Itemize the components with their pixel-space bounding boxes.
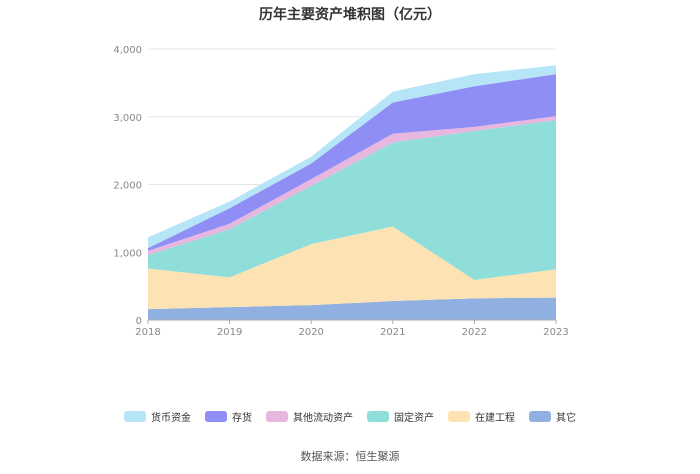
y-tick-label: 1,000 xyxy=(113,248,142,259)
legend-label: 在建工程 xyxy=(475,413,515,424)
y-tick-label: 4,000 xyxy=(113,45,142,56)
chart-title: 历年主要资产堆积图（亿元） xyxy=(259,7,441,23)
y-tick-label: 0 xyxy=(136,316,142,327)
legend-item[interactable]: 在建工程 xyxy=(448,409,515,424)
area-series-其它 xyxy=(148,297,556,320)
legend-label: 货币资金 xyxy=(151,413,191,424)
legend-swatch xyxy=(529,411,551,422)
x-tick-label: 2018 xyxy=(135,327,160,338)
legend-item[interactable]: 存货 xyxy=(205,409,252,424)
x-tick-label: 2020 xyxy=(298,327,323,338)
y-axis: 0 1,000 2,000 3,000 4,000 xyxy=(113,45,142,327)
area-series-固定资产 xyxy=(148,120,556,281)
area-series-其他流动资产 xyxy=(148,116,556,255)
legend-label: 其他流动资产 xyxy=(293,413,353,424)
legend-item[interactable]: 货币资金 xyxy=(124,409,191,424)
area-series xyxy=(148,65,556,320)
legend-swatch xyxy=(367,411,389,422)
legend-item[interactable]: 其他流动资产 xyxy=(266,409,353,424)
x-tick-label: 2022 xyxy=(462,327,487,338)
legend-label: 固定资产 xyxy=(394,413,434,424)
area-series-存货 xyxy=(148,74,556,251)
legend-label: 存货 xyxy=(232,413,252,424)
x-axis: 2018 2019 2020 2021 2022 2023 xyxy=(135,319,569,338)
legend-label: 其它 xyxy=(556,413,576,424)
x-tick-label: 2021 xyxy=(380,327,405,338)
x-tick-label: 2019 xyxy=(217,327,242,338)
legend-swatch xyxy=(205,411,227,422)
legend-swatch xyxy=(266,411,288,422)
x-tick-label: 2023 xyxy=(543,327,568,338)
legend: 货币资金 存货 其他流动资产 固定资产 在建工程 其它 xyxy=(0,409,700,424)
legend-swatch xyxy=(448,411,470,422)
legend-item[interactable]: 其它 xyxy=(529,409,576,424)
legend-swatch xyxy=(124,411,146,422)
y-tick-label: 3,000 xyxy=(113,113,142,124)
data-source: 数据来源：恒生聚源 xyxy=(300,450,400,463)
area-series-在建工程 xyxy=(148,226,556,310)
y-tick-label: 2,000 xyxy=(113,181,142,192)
legend-item[interactable]: 固定资产 xyxy=(367,409,434,424)
